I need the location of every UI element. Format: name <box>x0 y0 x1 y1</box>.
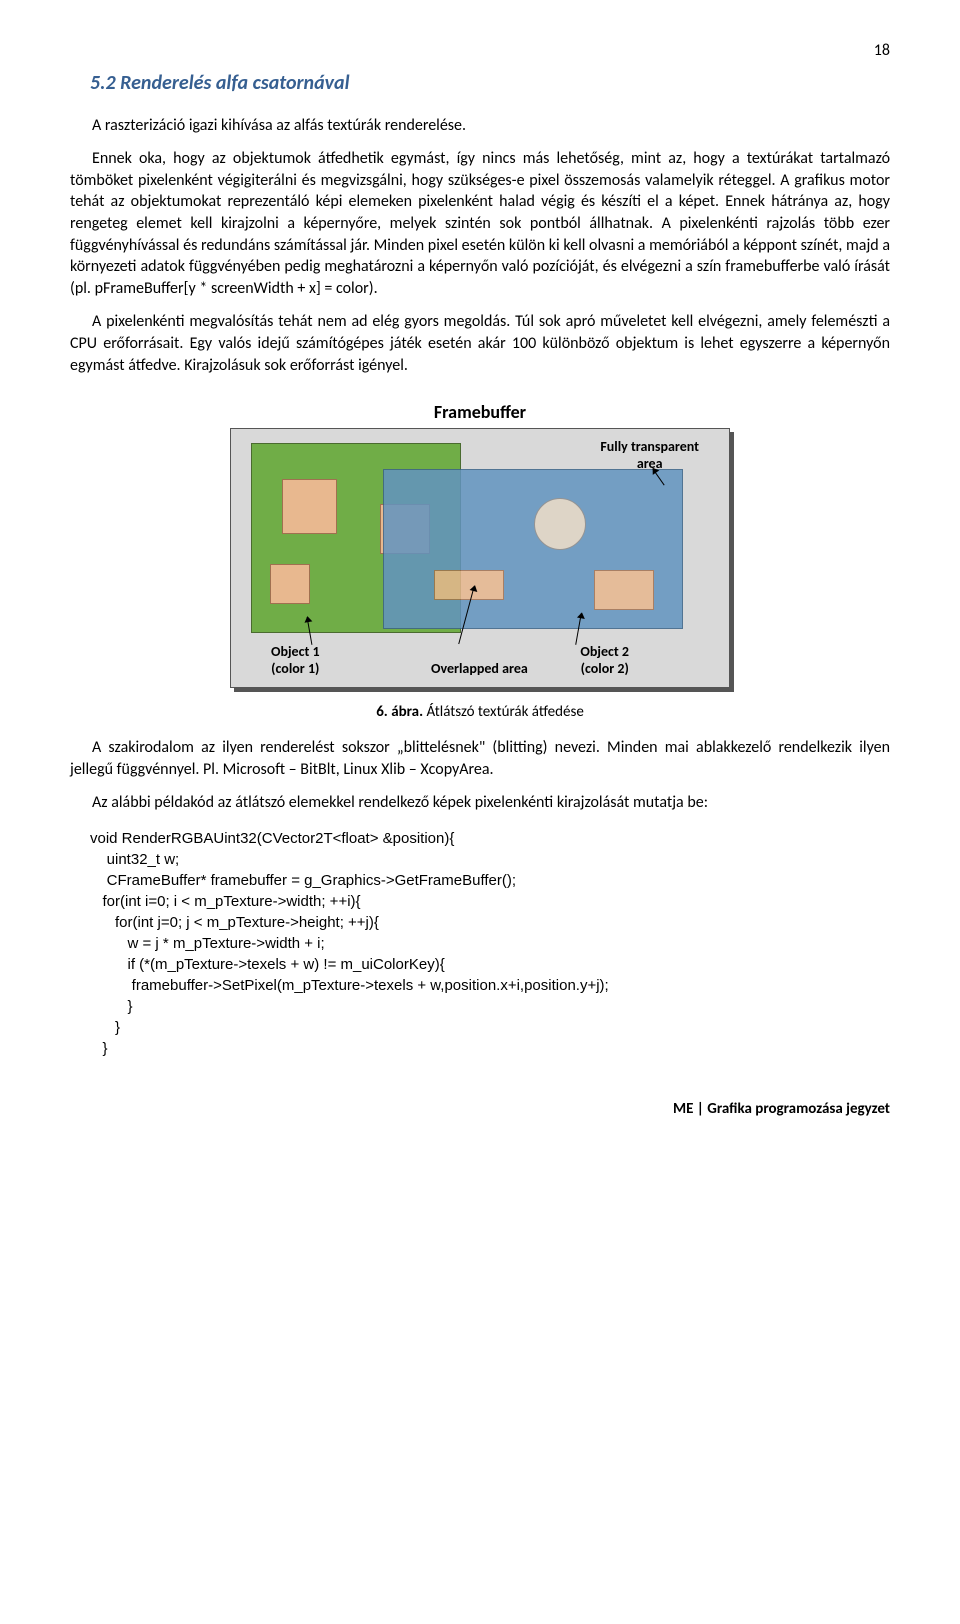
code-block: void RenderRGBAUint32(CVector2T<float> &… <box>90 828 890 1059</box>
para-blitting: A szakirodalom az ilyen renderelést soks… <box>70 737 890 780</box>
object-2 <box>383 469 683 629</box>
section-heading: 5.2 Renderelés alfa csatornával <box>70 70 890 97</box>
para-intro: A raszterizáció igazi kihívása az alfás … <box>70 115 890 137</box>
rect-icon <box>434 570 504 600</box>
label-overlap: Overlapped area <box>431 661 528 678</box>
para-code-intro: Az alábbi példakód az átlátszó elemekkel… <box>70 792 890 814</box>
circle-icon <box>534 498 586 550</box>
framebuffer-box: Fully transparent area Object 1 (color 1… <box>230 428 730 688</box>
square-icon <box>282 479 337 534</box>
label-object1: Object 1 (color 1) <box>271 644 320 678</box>
label-transparent: Fully transparent area <box>600 439 699 473</box>
para-body2: A pixelenkénti megvalósítás tehát nem ad… <box>70 311 890 376</box>
square-icon <box>270 564 310 604</box>
figure-caption: 6. ábra. Átlátszó textúrák átfedése <box>220 702 740 722</box>
para-body1: Ennek oka, hogy az objektumok átfedhetik… <box>70 148 890 299</box>
footer: ME | Grafika programozása jegyzet <box>70 1099 890 1119</box>
page-number: 18 <box>70 40 890 62</box>
figure-title: Framebuffer <box>220 400 740 424</box>
rect-icon <box>594 570 654 610</box>
figure-framebuffer: Framebuffer Fully transparent area Objec… <box>70 400 890 723</box>
label-object2: Object 2 (color 2) <box>580 644 629 678</box>
caption-text: Átlátszó textúrák átfedése <box>423 703 584 721</box>
caption-number: 6. ábra. <box>376 703 423 721</box>
